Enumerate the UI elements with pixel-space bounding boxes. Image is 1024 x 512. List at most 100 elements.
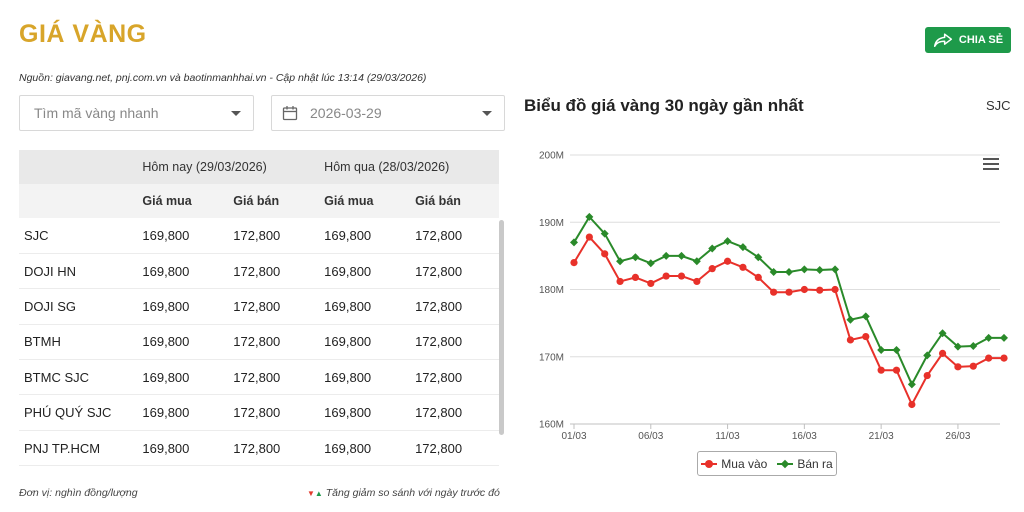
today-sell: 172,800 xyxy=(226,359,318,396)
share-label: CHIA SẺ xyxy=(958,34,1004,46)
series-line-buy xyxy=(573,235,1004,407)
data-point-buy xyxy=(677,272,686,280)
yday-sell: 172,800 xyxy=(408,324,499,361)
legend-label-buy: Mua vào xyxy=(721,456,768,471)
header-yesterday: Hôm qua (28/03/2026) xyxy=(317,150,499,184)
today-sell: 172,800 xyxy=(226,394,318,431)
data-point-buy xyxy=(862,332,870,341)
hamburger-menu-icon[interactable] xyxy=(983,158,999,172)
share-button[interactable]: CHIA SẺ xyxy=(925,27,1011,53)
data-point-sell xyxy=(877,346,886,355)
data-point-sell xyxy=(692,257,701,266)
yday-buy: 169,800 xyxy=(317,430,409,466)
date-picker[interactable]: 2026-03-29 xyxy=(271,95,505,131)
data-point-buy xyxy=(570,259,578,267)
data-point-buy xyxy=(923,371,931,380)
today-sell: 172,800 xyxy=(226,288,318,325)
chart-code: SJC xyxy=(986,98,1011,113)
data-point-buy xyxy=(800,285,808,294)
data-point-buy xyxy=(739,263,747,271)
chart-legend: Mua vào Bán ra xyxy=(697,451,837,476)
today-buy: 169,800 xyxy=(135,253,227,290)
table-row: PHÚ QUÝ SJC 169,800 172,800 169,800 172,… xyxy=(19,394,499,431)
data-point-sell xyxy=(969,341,978,350)
data-point-sell xyxy=(723,237,732,246)
yday-buy: 169,800 xyxy=(317,359,409,396)
y-tick-label: 170M xyxy=(539,352,564,363)
data-point-buy xyxy=(831,285,839,294)
change-note-text: Tăng giảm so sánh với ngày trước đó xyxy=(325,487,500,499)
data-point-sell xyxy=(892,346,901,355)
data-point-sell xyxy=(1000,333,1008,342)
yday-sell: 172,800 xyxy=(408,218,499,254)
table-row: BTMC SJC 169,800 172,800 169,800 172,800 xyxy=(19,359,499,396)
today-buy: 169,800 xyxy=(135,288,227,325)
data-point-buy xyxy=(985,354,993,362)
row-name: SJC xyxy=(19,218,136,254)
data-point-sell xyxy=(785,268,793,277)
yday-buy: 169,800 xyxy=(317,394,409,431)
today-sell: 172,800 xyxy=(226,218,318,254)
data-point-buy xyxy=(770,288,778,296)
y-tick-label: 190M xyxy=(539,218,564,229)
data-point-sell xyxy=(662,251,671,260)
data-point-buy xyxy=(816,286,824,294)
today-sell: 172,800 xyxy=(226,430,318,466)
row-name: PHÚ QUÝ SJC xyxy=(19,394,136,431)
legend-item-buy[interactable]: Mua vào xyxy=(701,457,767,471)
table-row: DOJI SG 169,800 172,800 169,800 172,800 xyxy=(19,288,499,325)
header-buy: Giá mua xyxy=(135,184,227,218)
data-point-sell xyxy=(984,333,993,342)
data-point-sell xyxy=(846,315,855,324)
yday-sell: 172,800 xyxy=(408,394,499,431)
data-point-buy xyxy=(908,400,916,409)
data-point-buy xyxy=(708,265,716,273)
header-today: Hôm nay (29/03/2026) xyxy=(135,150,318,184)
header-sell: Giá bán xyxy=(226,184,318,218)
data-point-buy xyxy=(877,366,885,374)
x-tick-label: 01/03 xyxy=(561,431,586,442)
data-point-buy xyxy=(1000,354,1008,362)
yday-sell: 172,800 xyxy=(408,253,499,290)
yday-buy: 169,800 xyxy=(317,218,409,254)
page-title: GIÁ VÀNG xyxy=(19,20,147,48)
table-scrollbar[interactable] xyxy=(499,220,504,435)
data-point-sell xyxy=(861,312,870,321)
x-tick-label: 06/03 xyxy=(638,431,663,442)
data-point-sell xyxy=(677,251,686,260)
y-tick-label: 180M xyxy=(539,285,564,296)
row-name: BTMH xyxy=(19,324,136,361)
table-row: DOJI HN 169,800 172,800 169,800 172,800 xyxy=(19,253,499,290)
data-point-buy xyxy=(616,277,624,286)
triangle-down-icon: ▼ xyxy=(307,489,315,498)
data-point-buy xyxy=(846,336,855,344)
legend-marker-sell xyxy=(777,459,794,469)
data-point-buy xyxy=(662,272,670,280)
calendar-icon xyxy=(282,106,298,121)
data-point-sell xyxy=(585,212,594,221)
data-point-buy xyxy=(754,273,762,281)
data-point-sell xyxy=(938,329,947,338)
today-buy: 169,800 xyxy=(135,359,227,396)
legend-item-sell[interactable]: Bán ra xyxy=(777,457,833,471)
chevron-down-icon xyxy=(231,111,241,116)
today-buy: 169,800 xyxy=(135,430,227,466)
data-point-sell xyxy=(570,238,578,247)
table-row: PNJ TP.HCM 169,800 172,800 169,800 172,8… xyxy=(19,430,499,466)
data-point-sell xyxy=(600,229,609,238)
header-sell: Giá bán xyxy=(408,184,499,218)
x-tick-label: 16/03 xyxy=(792,431,817,442)
search-placeholder: Tìm mã vàng nhanh xyxy=(34,105,159,121)
data-point-sell xyxy=(769,268,778,277)
y-tick-label: 200M xyxy=(539,151,564,162)
yday-sell: 172,800 xyxy=(408,288,499,325)
x-tick-label: 26/03 xyxy=(945,431,970,442)
data-point-sell xyxy=(907,380,916,389)
data-point-sell xyxy=(631,253,640,262)
change-note: ▼▲ Tăng giảm so sánh với ngày trước đó xyxy=(307,487,500,499)
data-point-buy xyxy=(954,363,962,371)
data-point-buy xyxy=(969,362,977,370)
data-point-buy xyxy=(647,279,655,288)
chart-title: Biểu đồ giá vàng 30 ngày gần nhất xyxy=(524,96,804,115)
search-select[interactable]: Tìm mã vàng nhanh xyxy=(19,95,254,131)
